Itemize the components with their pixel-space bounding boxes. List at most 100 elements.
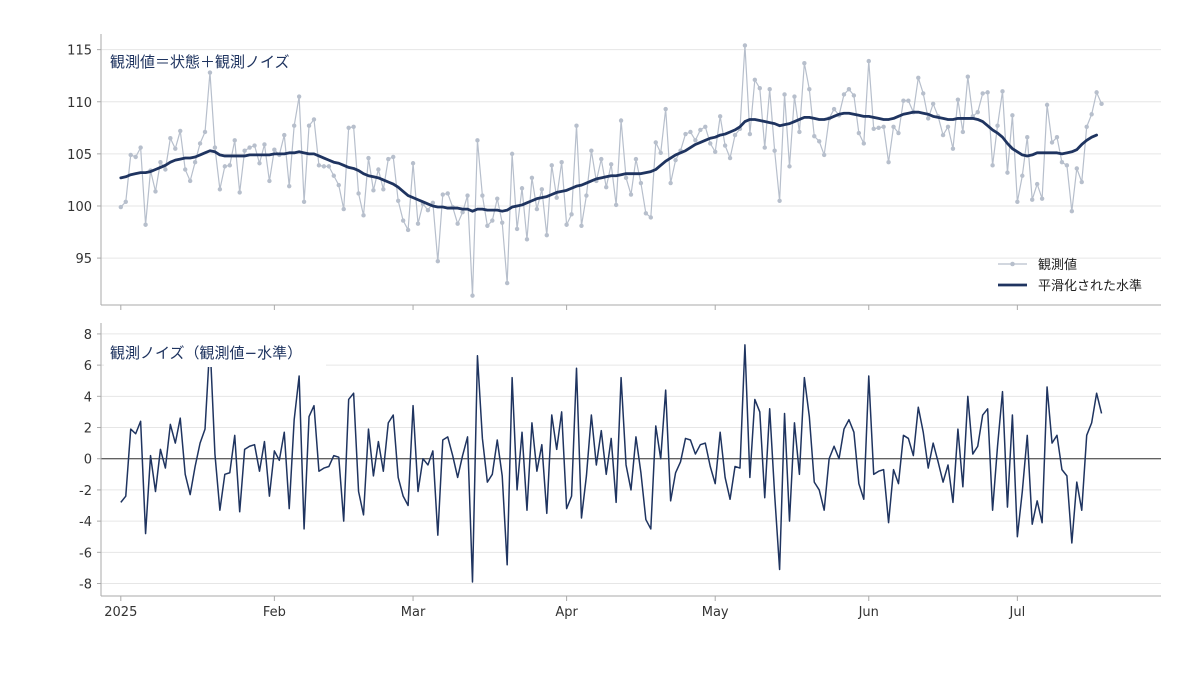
noise-title-backdrop (104, 339, 326, 367)
observed-point (495, 196, 500, 201)
observed-point (138, 145, 143, 150)
observed-point (381, 187, 386, 192)
observed-point (663, 106, 668, 112)
observed-point (940, 132, 946, 138)
observed-point (222, 164, 228, 169)
observed-point (1074, 166, 1079, 171)
observed-point (242, 148, 247, 153)
observed-point (430, 200, 436, 206)
observed-point (901, 98, 906, 103)
legend-observed-label: 観測値 (1038, 257, 1077, 273)
observed-point (821, 152, 827, 158)
observed-point (331, 173, 336, 178)
observed-point (643, 211, 649, 216)
observed-point (906, 98, 911, 103)
observed-point (752, 77, 758, 83)
observed-point (802, 60, 807, 66)
observed-point (173, 146, 178, 151)
observed-point (306, 123, 312, 128)
observed-point (519, 186, 525, 191)
y-tick-label: 2 (84, 422, 92, 437)
observed-point (777, 198, 782, 203)
observed-point (693, 138, 698, 143)
observed-point (812, 133, 817, 139)
observed-point (529, 175, 535, 181)
observed-point (618, 118, 624, 123)
observed-point (584, 193, 589, 198)
observed-point (876, 125, 881, 131)
observed-point (192, 160, 198, 165)
noise-series-line (120, 340, 1103, 583)
observed-point (599, 156, 604, 162)
observed-point (896, 130, 901, 136)
observed-point (445, 191, 450, 196)
observed-point (480, 193, 485, 198)
x-tick-label: Mar (401, 605, 426, 620)
observed-point (772, 148, 777, 153)
observed-point (351, 124, 356, 129)
y-tick-label: 4 (84, 390, 92, 405)
observed-point (296, 94, 302, 99)
observed-point (202, 129, 208, 135)
observed-point (574, 123, 579, 128)
observed-point (247, 145, 252, 150)
observed-point (336, 182, 341, 188)
observed-point (559, 160, 564, 165)
observed-point (435, 259, 441, 264)
x-tick-label: Jul (1009, 605, 1026, 620)
observed-point (361, 213, 366, 218)
observed-point (807, 87, 812, 92)
observed-point (509, 151, 515, 157)
observed-point (133, 154, 138, 160)
observation-x-ticks (120, 305, 1018, 310)
observed-point (708, 141, 713, 146)
observed-point (183, 167, 188, 172)
observed-point (673, 157, 678, 163)
noise-y-ticks: -8 -6 -4 -2 0 2 4 6 8 (79, 328, 101, 593)
observed-point (207, 70, 213, 75)
observed-point (871, 126, 876, 132)
observed-point (128, 152, 133, 158)
observed-point (980, 91, 985, 96)
observed-point (212, 145, 218, 150)
observed-point (227, 163, 232, 168)
observed-point (1015, 199, 1020, 205)
y-tick-label: 100 (67, 200, 92, 215)
observed-point (916, 75, 921, 80)
observed-point (153, 189, 158, 194)
x-tick-label: Jun (858, 605, 879, 620)
observed-point (197, 141, 203, 146)
observed-point (168, 136, 173, 141)
observed-point (653, 140, 658, 145)
observed-point (316, 163, 322, 168)
observed-point (232, 138, 237, 143)
observed-point (683, 131, 688, 137)
observed-point (861, 141, 866, 146)
observed-point (856, 130, 862, 136)
observed-point (757, 86, 762, 91)
observed-point (1054, 134, 1060, 140)
observed-point (797, 129, 802, 135)
observed-point (698, 127, 703, 133)
observed-point (732, 132, 738, 138)
observed-point (668, 180, 673, 186)
observed-point (143, 222, 148, 227)
y-tick-label: 115 (67, 44, 92, 59)
observed-point (470, 293, 475, 298)
observed-point (747, 131, 753, 137)
observed-point (930, 101, 936, 107)
observed-point (985, 90, 990, 95)
observed-point (846, 87, 852, 92)
observed-point (371, 188, 376, 193)
x-tick-label: May (702, 605, 729, 620)
observed-point (717, 114, 723, 119)
x-tick-label: Apr (555, 605, 578, 620)
smoothed-level-line (119, 110, 1099, 213)
observed-point (415, 221, 421, 226)
observed-point (326, 164, 332, 169)
y-tick-label: -4 (79, 515, 92, 530)
observed-point (767, 87, 772, 92)
observed-point (267, 178, 272, 184)
noise-panel: -8 -6 -4 -2 0 2 4 6 8 2025 Feb Mar Apr May Jun Jul 観測ノ… (79, 323, 1161, 620)
